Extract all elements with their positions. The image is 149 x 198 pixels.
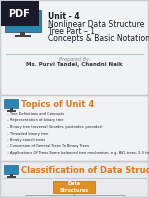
Text: – Binary tree traversal (Inorder, postorder, preorder): – Binary tree traversal (Inorder, postor… — [7, 125, 103, 129]
Bar — [1, 96, 148, 161]
Bar — [17, 14, 24, 19]
Text: Concepts & Basic Notations: Concepts & Basic Notations — [48, 34, 149, 43]
Text: Topics of Unit 4: Topics of Unit 4 — [21, 100, 94, 109]
Bar — [15, 35, 31, 37]
Bar — [5, 10, 41, 32]
Text: Data
Structures: Data Structures — [59, 181, 89, 193]
Text: – Applications Of Trees-Some balanced tree mechanism, e.g. AVL trees, 2-3 trees,: – Applications Of Trees-Some balanced tr… — [7, 151, 149, 155]
Bar — [1, 162, 148, 197]
Text: – Conversion of General Trees To Binary Trees: – Conversion of General Trees To Binary … — [7, 145, 89, 148]
Text: Classification of Data Structure: Classification of Data Structure — [21, 166, 149, 175]
Bar — [10, 174, 13, 176]
Text: Tree Part – 1: Tree Part – 1 — [48, 27, 95, 36]
Bar — [17, 13, 24, 14]
Bar — [10, 108, 13, 110]
Text: – Threaded binary tree: – Threaded binary tree — [7, 131, 48, 135]
Bar — [7, 110, 16, 111]
Bar — [4, 99, 18, 108]
Text: – Representation of binary tree: – Representation of binary tree — [7, 118, 63, 123]
Text: – Tree Definitions and Concepts: – Tree Definitions and Concepts — [7, 112, 64, 116]
Bar — [26, 14, 33, 19]
Text: PDF: PDF — [8, 9, 30, 19]
Bar — [20, 32, 25, 35]
Bar — [53, 181, 95, 193]
Bar — [8, 13, 15, 14]
Text: – Binary search trees: – Binary search trees — [7, 138, 45, 142]
Bar — [8, 14, 15, 19]
Text: Ms. Purvi Tandel, Chandni Naik: Ms. Purvi Tandel, Chandni Naik — [26, 62, 123, 67]
Text: Unit - 4: Unit - 4 — [48, 12, 80, 21]
Bar — [1, 1, 39, 26]
Bar — [26, 13, 33, 14]
Bar — [1, 1, 148, 95]
Text: Prepared By:: Prepared By: — [59, 57, 90, 62]
Bar — [4, 165, 18, 174]
Bar — [7, 176, 16, 177]
Text: Nonlinear Data Structure: Nonlinear Data Structure — [48, 20, 144, 29]
